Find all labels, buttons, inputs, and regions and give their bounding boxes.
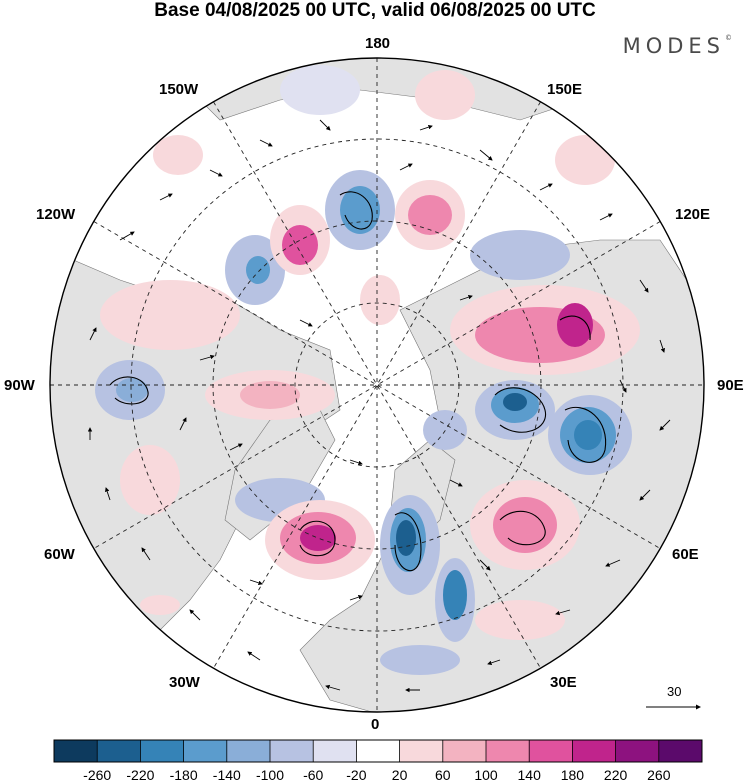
colorbar-cell bbox=[313, 740, 357, 762]
colorbar-tick-label: 20 bbox=[391, 767, 408, 783]
colorbar-tick-label: -220 bbox=[126, 767, 155, 783]
lon-label-90e: 90E bbox=[717, 377, 744, 394]
colorbar-tick-label: 100 bbox=[474, 767, 498, 783]
lon-label-90w: 90W bbox=[4, 377, 35, 394]
colorbar-cell bbox=[486, 740, 530, 762]
colorbar-frame bbox=[53, 739, 703, 763]
colorbar-cell bbox=[270, 740, 314, 762]
colorbar bbox=[53, 739, 703, 763]
colorbar-tick-label: -180 bbox=[169, 767, 198, 783]
lon-label-60e: 60E bbox=[672, 546, 699, 563]
colorbar-cell bbox=[529, 740, 573, 762]
colorbar-cell bbox=[399, 740, 444, 762]
lon-label-60w: 60W bbox=[44, 546, 75, 563]
colorbar-tick-label: 60 bbox=[435, 767, 451, 783]
colorbar-cell bbox=[226, 740, 271, 762]
map-field bbox=[50, 58, 704, 712]
colorbar-tick-label: -260 bbox=[83, 767, 112, 783]
map-title: Base 04/08/2025 00 UTC, valid 06/08/2025… bbox=[154, 0, 596, 21]
colorbar-cell bbox=[658, 740, 703, 762]
colorbar-cell bbox=[356, 740, 400, 762]
colorbar-tick-label: 220 bbox=[603, 767, 628, 783]
anomaly-field bbox=[95, 65, 640, 675]
colorbar-cell bbox=[615, 740, 660, 762]
colorbar-tick-label: 180 bbox=[560, 767, 585, 783]
lon-label-30e: 30E bbox=[550, 674, 577, 691]
colorbar-tick-label: -100 bbox=[255, 767, 285, 783]
lon-label-120e: 120E bbox=[675, 206, 711, 223]
colorbar-cell bbox=[572, 740, 616, 762]
lon-label-150w: 150W bbox=[159, 81, 199, 98]
colorbar-cell bbox=[442, 740, 487, 762]
lon-label-120w: 120W bbox=[36, 206, 76, 223]
lon-label-0: 0 bbox=[371, 716, 380, 733]
lon-label-180: 180 bbox=[365, 35, 391, 52]
colorbar-tick-label: -60 bbox=[303, 767, 324, 783]
colorbar-tick-label: -20 bbox=[346, 767, 367, 783]
colorbar-cell bbox=[140, 740, 184, 762]
map-boundary bbox=[49, 57, 705, 713]
colorbar-tick-label: 260 bbox=[647, 767, 671, 783]
colorbar-cell bbox=[97, 740, 141, 762]
lon-label-150e: 150E bbox=[547, 81, 583, 98]
modes-logo: MODES© bbox=[622, 34, 732, 58]
lon-label-30w: 30W bbox=[169, 674, 200, 691]
colorbar-cell bbox=[183, 740, 228, 762]
graticule bbox=[50, 58, 704, 712]
colorbar-cell bbox=[54, 740, 98, 762]
contour-lines bbox=[109, 191, 607, 572]
colorbar-tick-label: 140 bbox=[517, 767, 541, 783]
colorbar-tick-label: -140 bbox=[212, 767, 241, 783]
vector-scale-label: 30 bbox=[667, 684, 682, 699]
